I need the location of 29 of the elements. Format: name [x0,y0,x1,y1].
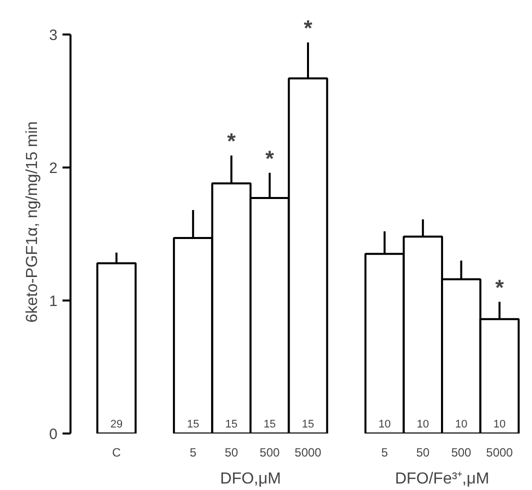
text: DFO,μM [220,470,281,488]
x-tick-label: 5000 [294,446,322,460]
x-tick-label: 50 [416,446,430,460]
data-label: * [227,128,236,154]
data-label: * [495,274,504,300]
annotation: 15 [264,418,276,430]
annotation: 15 [186,418,200,430]
x-tick-label: 5 [190,446,197,460]
text: DFO/Fe³⁺,μM [394,470,490,488]
annotation: 10 [416,418,430,430]
annotation: 15 [225,418,238,430]
annotation: 15 [302,418,314,430]
y-tick-label: 1 [49,292,58,310]
x-tick-label: C [112,446,122,460]
x-tick-label: 50 [224,446,238,460]
y-tick-label: 2 [49,160,58,177]
x-tick-label: 500 [260,446,280,460]
y-tick-label: 0 [49,426,58,443]
y-axis-title: 6keto-PGF1α, ng/mg/15 min [24,121,42,323]
data-label: * [265,146,274,171]
data-label: * [304,15,313,40]
x-tick-label: 500 [451,446,472,460]
annotation: 29 [110,418,123,430]
annotation: 10 [378,418,391,430]
annotation: 10 [455,418,468,430]
y-tick-label: 3 [49,26,58,44]
x-tick-label: 5 [381,446,388,460]
x-tick-label: 5000 [486,446,514,460]
annotation: 10 [493,418,506,430]
